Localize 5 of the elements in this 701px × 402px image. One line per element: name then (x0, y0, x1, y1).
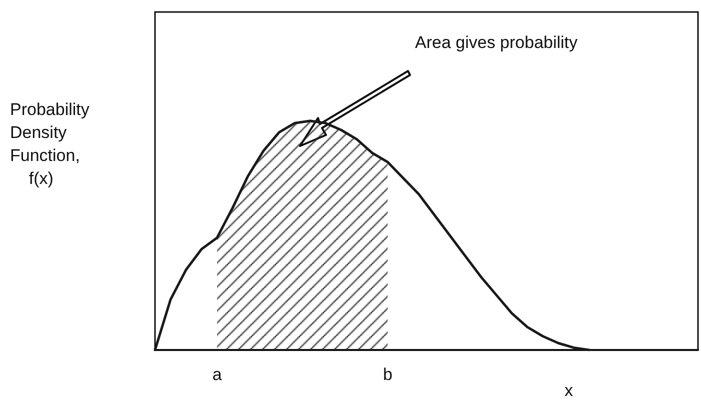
text: Area gives probability (415, 33, 578, 52)
x-axis-title: x (564, 381, 574, 400)
x-tick-label: a (212, 365, 222, 384)
x-tick-label: b (382, 365, 392, 384)
y-axis-title: Probability Density Function, f(x) (10, 100, 90, 188)
